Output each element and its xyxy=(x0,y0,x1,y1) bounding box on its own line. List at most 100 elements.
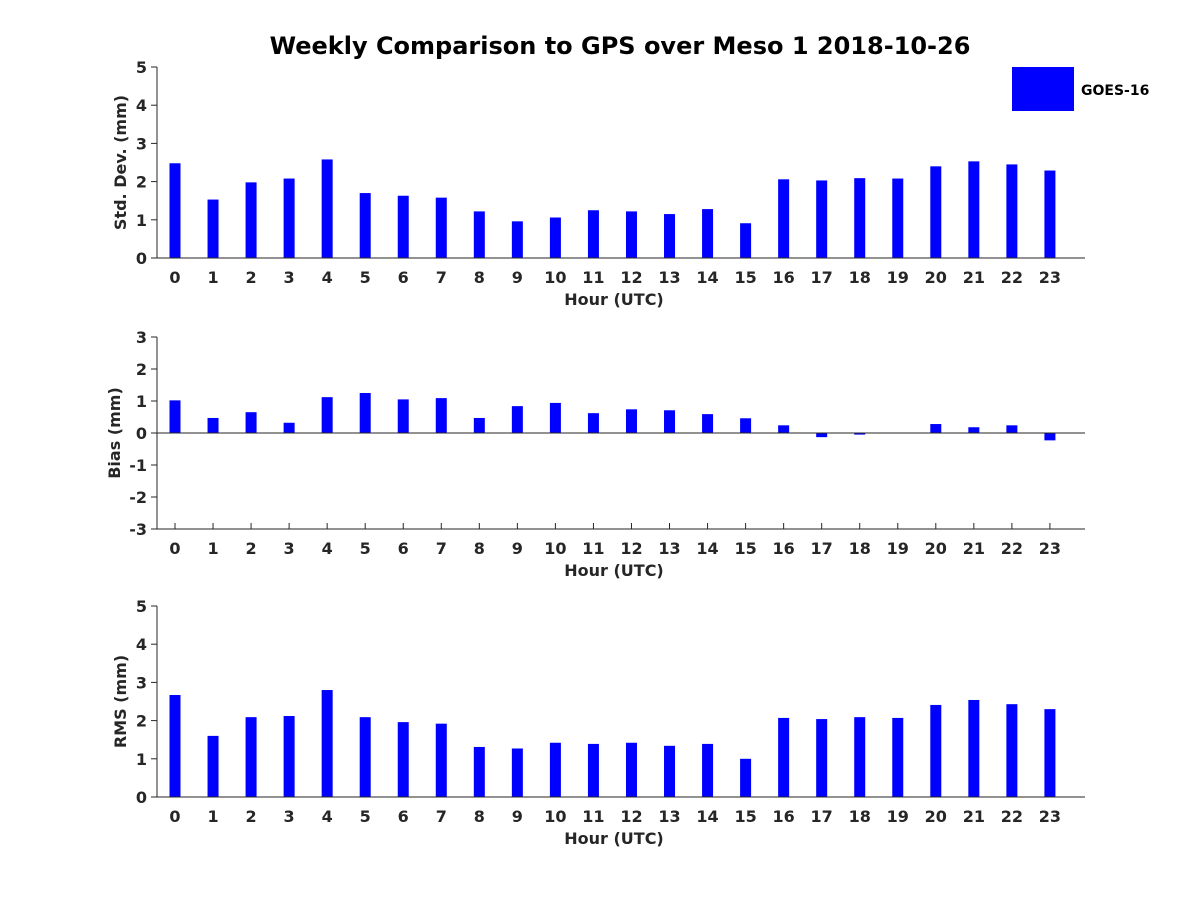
x-tick-label: 23 xyxy=(1039,539,1061,558)
x-tick-label: 9 xyxy=(512,807,523,826)
bar-hour-7 xyxy=(435,398,447,433)
x-tick-label: 2 xyxy=(246,807,257,826)
y-tick-label: 1 xyxy=(136,392,147,411)
x-tick-label: 5 xyxy=(360,268,371,287)
bar-hour-20 xyxy=(930,704,942,797)
x-tick-label: 12 xyxy=(620,268,642,287)
bar-hour-23 xyxy=(1044,709,1056,797)
bar-hour-2 xyxy=(245,182,257,258)
x-tick-label: 10 xyxy=(544,807,566,826)
y-tick-label: 3 xyxy=(136,673,147,692)
x-tick-label: 22 xyxy=(1001,807,1023,826)
bar-hour-18 xyxy=(854,178,866,258)
y-axis-label: Bias (mm) xyxy=(105,387,124,479)
x-tick-label: 6 xyxy=(398,268,409,287)
y-tick-label: 2 xyxy=(136,173,147,192)
x-axis-label: Hour (UTC) xyxy=(564,290,664,309)
figure-title: Weekly Comparison to GPS over Meso 1 201… xyxy=(270,32,971,60)
x-tick-label: 2 xyxy=(246,268,257,287)
bar-hour-9 xyxy=(511,406,523,433)
x-tick-label: 6 xyxy=(398,539,409,558)
x-tick-label: 20 xyxy=(925,268,947,287)
x-tick-label: 20 xyxy=(925,807,947,826)
bar-hour-11 xyxy=(587,743,599,797)
bar-hour-15 xyxy=(740,758,752,797)
bar-hour-16 xyxy=(778,179,790,258)
x-tick-label: 10 xyxy=(544,539,566,558)
x-tick-label: 16 xyxy=(773,268,795,287)
x-tick-label: 7 xyxy=(436,539,447,558)
bar-hour-3 xyxy=(283,178,295,258)
x-tick-label: 8 xyxy=(474,268,485,287)
x-tick-label: 19 xyxy=(887,268,909,287)
x-tick-label: 10 xyxy=(544,268,566,287)
x-tick-label: 16 xyxy=(773,539,795,558)
bar-hour-9 xyxy=(511,221,523,258)
y-tick-label: 2 xyxy=(136,712,147,731)
y-tick-label: 0 xyxy=(136,249,147,268)
x-tick-label: 23 xyxy=(1039,268,1061,287)
x-tick-label: 16 xyxy=(773,807,795,826)
x-tick-label: 22 xyxy=(1001,268,1023,287)
bar-hour-0 xyxy=(169,163,181,258)
bar-hour-8 xyxy=(473,417,485,433)
bar-hour-20 xyxy=(930,166,942,258)
y-tick-label: 0 xyxy=(136,788,147,807)
y-tick-label: 2 xyxy=(136,360,147,379)
bar-hour-20 xyxy=(930,424,942,433)
x-tick-label: 11 xyxy=(582,539,604,558)
x-tick-label: 1 xyxy=(207,807,218,826)
bar-hour-19 xyxy=(892,717,904,797)
x-tick-label: 15 xyxy=(734,539,756,558)
x-axis-label: Hour (UTC) xyxy=(564,829,664,848)
bar-hour-10 xyxy=(549,402,561,433)
x-tick-label: 21 xyxy=(963,268,985,287)
y-axis-label: Std. Dev. (mm) xyxy=(111,95,130,230)
bar-hour-14 xyxy=(702,743,714,797)
bar-hour-14 xyxy=(702,209,714,258)
x-tick-label: 17 xyxy=(811,268,833,287)
x-tick-label: 23 xyxy=(1039,807,1061,826)
bar-hour-2 xyxy=(245,412,257,433)
x-tick-label: 0 xyxy=(169,539,180,558)
x-tick-label: 18 xyxy=(849,539,871,558)
bar-hour-1 xyxy=(207,417,219,433)
x-tick-label: 22 xyxy=(1001,539,1023,558)
x-tick-label: 17 xyxy=(811,807,833,826)
bar-hour-22 xyxy=(1006,704,1018,797)
bar-hour-17 xyxy=(816,719,828,797)
x-tick-label: 17 xyxy=(811,539,833,558)
bar-hour-17 xyxy=(816,433,828,438)
bar-hour-5 xyxy=(359,193,371,258)
bar-hour-3 xyxy=(283,422,295,433)
bar-hour-14 xyxy=(702,414,714,433)
y-tick-label: 4 xyxy=(136,96,147,115)
x-tick-label: 18 xyxy=(849,807,871,826)
x-axis-label: Hour (UTC) xyxy=(564,561,664,580)
bar-hour-13 xyxy=(664,745,676,797)
legend-label: GOES-16 xyxy=(1081,83,1149,99)
x-tick-label: 12 xyxy=(620,539,642,558)
bar-hour-6 xyxy=(397,722,409,797)
x-tick-label: 8 xyxy=(474,807,485,826)
bar-hour-11 xyxy=(587,210,599,258)
y-tick-label: 4 xyxy=(136,635,147,654)
bar-hour-13 xyxy=(664,410,676,433)
x-tick-label: 19 xyxy=(887,539,909,558)
y-tick-label: 5 xyxy=(136,58,147,77)
y-axis-label: RMS (mm) xyxy=(111,655,130,748)
bar-hour-21 xyxy=(968,699,980,797)
bar-hour-5 xyxy=(359,717,371,797)
bar-hour-2 xyxy=(245,717,257,797)
bar-hour-7 xyxy=(435,723,447,797)
x-tick-label: 18 xyxy=(849,268,871,287)
bar-hour-21 xyxy=(968,161,980,258)
bar-hour-8 xyxy=(473,211,485,258)
y-tick-label: 1 xyxy=(136,750,147,769)
x-tick-label: 8 xyxy=(474,539,485,558)
x-tick-label: 0 xyxy=(169,268,180,287)
